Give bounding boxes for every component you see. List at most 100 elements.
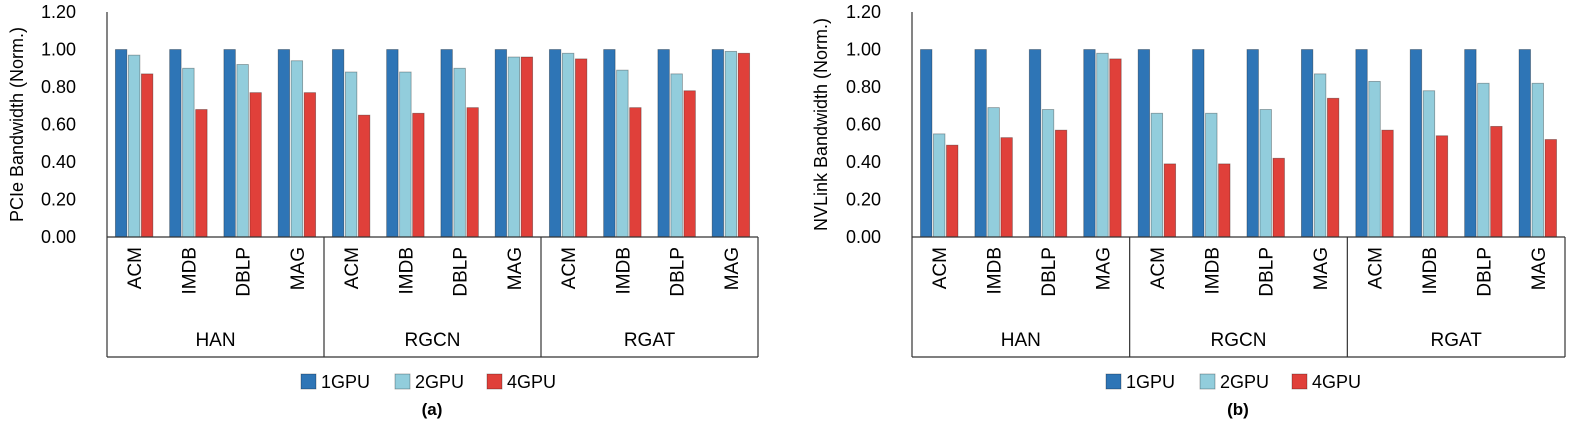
bar-4GPU-HAN-ACM	[946, 144, 959, 238]
bar-4GPU-RGCN-MAG	[1326, 97, 1340, 238]
bar-4GPU-RGCN-IMDB	[412, 112, 425, 238]
y-tick-label: 0.20	[846, 190, 881, 210]
chart-panel-a: 0.00 0.20 0.40 0.60 0.80 1.00 1.20 PCIe Bandwid…	[7, 2, 759, 419]
y-tick-label: 0.00	[846, 227, 881, 247]
bar-4GPU-HAN-DBLP	[249, 92, 262, 238]
group-label-han: HAN	[1001, 330, 1041, 351]
bar-2GPU-RGCN-IMDB	[399, 71, 412, 238]
legend-swatch-4GPU	[1291, 373, 1308, 390]
bar-2GPU-RGCN-MAG	[507, 56, 521, 238]
y-axis-label: PCIe Bandwidth (Norm.)	[7, 27, 27, 222]
bar-4GPU-HAN-ACM	[140, 73, 154, 238]
x-category-label: MAG	[505, 247, 526, 290]
bar-4GPU-HAN-MAG	[1109, 58, 1122, 238]
bar-1GPU-RGAT-MAG	[1518, 49, 1531, 238]
bar-2GPU-RGCN-IMDB	[1205, 112, 1218, 238]
bar-2GPU-RGCN-ACM	[344, 71, 358, 238]
legend-swatch-2GPU	[1199, 373, 1216, 390]
bar-1GPU-HAN-MAG	[277, 49, 291, 238]
bar-1GPU-HAN-ACM	[920, 49, 933, 238]
panel-label: (b)	[1227, 400, 1249, 419]
bar-2GPU-RGAT-MAG	[1531, 82, 1544, 238]
bar-4GPU-RGAT-DBLP	[1490, 125, 1503, 238]
x-category-label: DBLP	[451, 247, 472, 297]
chart-panel-b: 0.00 0.20 0.40 0.60 0.80 1.00 1.20 NVLink Bandw…	[811, 2, 1566, 419]
y-tick-label: 1.00	[41, 40, 76, 60]
bar-2GPU-RGAT-ACM	[561, 52, 575, 238]
x-category-label: IMDB	[1420, 247, 1441, 295]
bar-1GPU-RGAT-DBLP	[657, 49, 670, 238]
bar-2GPU-RGCN-DBLP	[453, 67, 466, 238]
bar-4GPU-RGAT-ACM	[1381, 129, 1394, 238]
bar-1GPU-RGCN-IMDB	[386, 49, 399, 238]
bar-1GPU-RGCN-MAG	[494, 49, 508, 238]
bar-2GPU-RGAT-IMDB	[1422, 90, 1436, 238]
bar-1GPU-HAN-IMDB	[974, 49, 987, 238]
bar-4GPU-RGCN-MAG	[520, 56, 534, 238]
y-tick-label: 0.40	[846, 152, 881, 172]
bar-4GPU-HAN-IMDB	[195, 109, 208, 238]
x-category-label: ACM	[930, 247, 951, 289]
bar-4GPU-RGCN-IMDB	[1218, 163, 1231, 238]
bar-4GPU-RGAT-MAG	[1544, 139, 1557, 238]
bar-1GPU-HAN-DBLP	[223, 49, 236, 238]
legend-label-4GPU: 4GPU	[1312, 372, 1361, 392]
bar-4GPU-RGCN-ACM	[1163, 163, 1177, 238]
bar-2GPU-HAN-IMDB	[182, 67, 195, 238]
legend-swatch-1GPU	[300, 373, 317, 390]
bar-2GPU-RGAT-IMDB	[616, 69, 629, 238]
y-tick-label: 0.00	[41, 227, 76, 247]
panel-label: (a)	[422, 400, 443, 419]
bar-4GPU-RGCN-DBLP	[1272, 157, 1285, 238]
bar-1GPU-HAN-IMDB	[169, 49, 182, 238]
bar-4GPU-RGAT-MAG	[737, 52, 751, 238]
legend: 1GPU 2GPU 4GPU	[1105, 372, 1361, 392]
bar-1GPU-RGAT-ACM	[548, 49, 562, 238]
legend-label-4GPU: 4GPU	[507, 372, 556, 392]
y-tick-label: 0.20	[41, 190, 76, 210]
group-label-han: HAN	[195, 330, 235, 351]
bar-2GPU-HAN-ACM	[933, 133, 946, 238]
x-category-label: DBLP	[1257, 247, 1278, 297]
x-category-label: IMDB	[613, 247, 634, 295]
y-tick-label: 1.20	[41, 2, 76, 22]
group-label-rgat: RGAT	[624, 330, 676, 351]
bar-2GPU-RGCN-MAG	[1313, 73, 1327, 238]
x-category-label: IMDB	[396, 247, 417, 295]
series-2GPU	[127, 50, 738, 238]
x-category-label: ACM	[1366, 247, 1387, 289]
bar-1GPU-HAN-DBLP	[1028, 49, 1042, 238]
bar-1GPU-RGAT-IMDB	[603, 49, 616, 238]
series-1GPU	[920, 49, 1531, 238]
x-category-label: MAG	[1093, 247, 1114, 290]
bar-4GPU-HAN-MAG	[303, 92, 317, 238]
bar-4GPU-RGAT-IMDB	[629, 107, 642, 238]
bar-2GPU-HAN-DBLP	[236, 64, 249, 238]
legend-label-1GPU: 1GPU	[1126, 372, 1175, 392]
x-category-label: IMDB	[985, 247, 1006, 295]
bar-2GPU-RGAT-MAG	[724, 50, 738, 238]
series-1GPU	[114, 49, 725, 238]
x-category-label: DBLP	[668, 247, 689, 297]
bar-1GPU-RGAT-MAG	[711, 49, 725, 238]
bar-2GPU-RGAT-DBLP	[670, 73, 683, 238]
legend-swatch-4GPU	[486, 373, 503, 390]
bar-1GPU-RGCN-MAG	[1300, 49, 1314, 238]
y-tick-label: 1.20	[846, 2, 881, 22]
group-label-rgcn: RGCN	[1211, 330, 1267, 351]
bar-1GPU-HAN-MAG	[1083, 49, 1096, 238]
x-category-label: DBLP	[1039, 247, 1060, 297]
bar-2GPU-RGCN-ACM	[1150, 112, 1164, 238]
bar-1GPU-RGCN-DBLP	[440, 49, 453, 238]
bar-1GPU-RGCN-DBLP	[1246, 49, 1259, 238]
bar-4GPU-RGCN-ACM	[357, 114, 371, 238]
bar-2GPU-HAN-DBLP	[1041, 109, 1055, 238]
x-category-label: MAG	[1311, 247, 1332, 290]
bar-2GPU-HAN-ACM	[127, 54, 141, 238]
bar-1GPU-RGCN-ACM	[1137, 49, 1151, 238]
group-label-rgat: RGAT	[1430, 330, 1482, 351]
y-tick-label: 0.80	[41, 77, 76, 97]
bar-4GPU-RGCN-DBLP	[466, 107, 479, 238]
x-category-label: ACM	[1148, 247, 1169, 289]
